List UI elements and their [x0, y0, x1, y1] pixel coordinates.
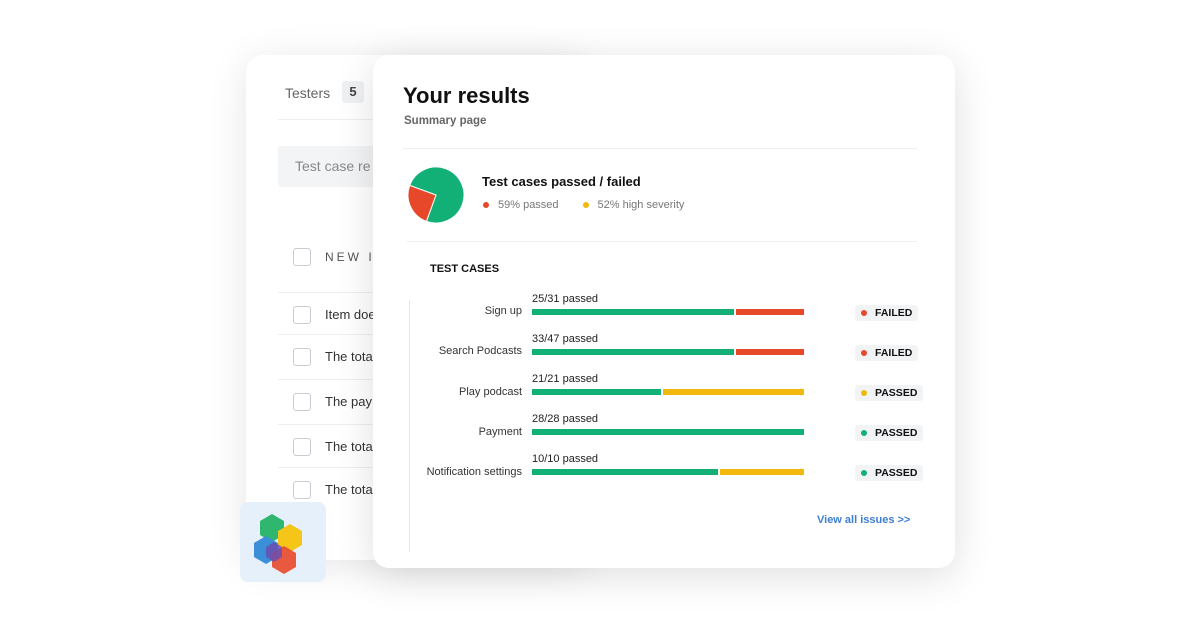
pie-slice	[409, 166, 465, 224]
row-text: Item doe	[325, 307, 376, 322]
status-dot	[861, 350, 867, 356]
legend-label: 59% passed	[498, 199, 559, 211]
legend: 59% passed 52% high severity	[483, 199, 684, 211]
status-pill: PASSED	[855, 425, 924, 441]
test-case-name: Search Podcasts	[438, 345, 522, 358]
results-card: Your results Summary page Test cases pas…	[373, 55, 955, 568]
legend-dot	[582, 202, 589, 208]
subtitle: Summary page	[404, 115, 487, 127]
summary-title: Test cases passed / failed	[482, 174, 641, 189]
test-case-count: 21/21 passed	[532, 373, 599, 385]
test-case-name: Play podcast	[459, 385, 522, 398]
test-case-name: Notification settings	[426, 466, 522, 479]
test-case-name: Sign up	[484, 305, 522, 317]
legend-dot	[483, 202, 489, 208]
bar-segment	[532, 309, 734, 315]
status-label: PASSED	[875, 387, 918, 399]
status-dot	[861, 430, 867, 436]
divider	[403, 148, 917, 149]
app-logo-tile	[240, 502, 326, 582]
status-label: FAILED	[875, 347, 913, 359]
bar-segment	[532, 389, 661, 395]
view-all-link[interactable]: View all issues >>	[817, 514, 911, 526]
test-case-name: Payment	[478, 425, 522, 438]
legend-label: 52% high severity	[597, 199, 685, 211]
bar-segment	[736, 349, 804, 355]
status-pill: FAILED	[855, 305, 919, 321]
checkbox[interactable]	[293, 306, 311, 324]
bar-segment	[532, 429, 804, 435]
legend-item: 52% high severity	[582, 199, 685, 211]
divider	[407, 241, 917, 242]
status-dot	[861, 310, 867, 316]
bar-segment	[662, 389, 804, 395]
status-dot	[861, 390, 867, 396]
status-label: PASSED	[875, 427, 918, 439]
section-rule	[409, 300, 410, 552]
bar-segment	[736, 309, 804, 315]
title: Your results	[403, 83, 530, 108]
test-case-count: 10/10 passed	[532, 453, 599, 465]
row-text: The pay	[325, 394, 372, 409]
bar-segment	[719, 469, 804, 475]
status-pill: PASSED	[855, 465, 924, 481]
checkbox[interactable]	[293, 438, 311, 456]
status-dot	[861, 470, 867, 476]
checkbox[interactable]	[293, 348, 311, 366]
legend-item: 59% passed	[483, 199, 559, 211]
test-case-count: 25/31 passed	[532, 293, 599, 305]
bar-segment	[532, 349, 734, 355]
row-text: The tota	[325, 349, 373, 364]
testers-label: Testers	[285, 85, 331, 101]
search-placeholder: Test case re	[295, 158, 371, 174]
pie-chart	[407, 166, 465, 224]
section-title: TEST CASES	[430, 263, 500, 275]
app-logo	[254, 514, 302, 574]
status-label: PASSED	[875, 467, 918, 479]
row-text: The tota	[325, 482, 373, 497]
column-header: NEW I	[325, 250, 375, 264]
status-pill: FAILED	[855, 345, 919, 361]
pie-slice	[407, 184, 437, 222]
test-case-count: 33/47 passed	[532, 333, 599, 345]
status-pill: PASSED	[855, 385, 924, 401]
test-case-count: 28/28 passed	[532, 413, 599, 425]
checkbox[interactable]	[293, 481, 311, 499]
testers-count: 5	[342, 81, 364, 103]
checkbox[interactable]	[293, 393, 311, 411]
row-text: The tota	[325, 439, 373, 454]
bar-segment	[532, 469, 718, 475]
status-label: FAILED	[875, 307, 913, 319]
checkbox[interactable]	[293, 248, 311, 266]
